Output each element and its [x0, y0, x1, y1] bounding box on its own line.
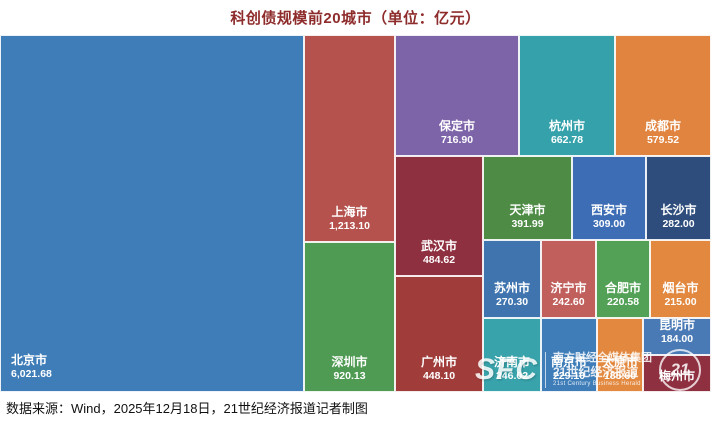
tile-city-value: 716.90: [440, 134, 474, 147]
treemap-tile: 成都市 579.52: [615, 35, 711, 156]
treemap-tile: 北京市 6,021.68: [0, 35, 304, 392]
tile-city-value: 229.10: [552, 370, 586, 383]
source-note: 数据来源：Wind，2025年12月18日，21世纪经济报道记者制图: [6, 401, 368, 416]
treemap-tile: 武汉市 484.62: [395, 156, 483, 276]
treemap-tile: 杭州市 662.78: [519, 35, 615, 156]
tile-city-value: 184.00: [660, 333, 694, 346]
tile-city-value: 270.30: [495, 296, 529, 309]
tile-city-value: 242.60: [552, 296, 585, 309]
tile-city-value: 282.00: [662, 218, 695, 231]
tile-city-name: 南京市: [550, 355, 587, 370]
tile-city-name: 济南市: [493, 355, 530, 370]
tile-city-value: 185.60: [603, 370, 637, 383]
tile-city-value: 662.78: [550, 134, 584, 147]
tile-city-value: 579.52: [646, 134, 680, 147]
tile-city-value: 484.62: [422, 254, 456, 267]
tile-city-name: 保定市: [438, 119, 475, 134]
treemap-tile: 上海市 1,213.10: [304, 35, 395, 242]
tile-city-name: 深圳市: [331, 355, 368, 370]
treemap-tile: 济南市 246.02: [483, 318, 541, 392]
tile-city-name: 梅州市: [658, 368, 695, 383]
tile-city-name: 西安市: [590, 203, 627, 218]
tile-city-name: 天津市: [509, 203, 546, 218]
treemap-tile: 保定市 716.90: [395, 35, 519, 156]
tile-city-value: 309.00: [592, 218, 626, 231]
tile-city-value: 215.00: [664, 296, 697, 309]
treemap-tile: 西安市 309.00: [572, 156, 646, 240]
chart-title: 科创债规模前20城市（单位：亿元）: [230, 10, 481, 27]
tile-city-value: 246.02: [495, 370, 529, 383]
treemap-tile: 天津市 391.99: [483, 156, 572, 240]
tile-city-name: 合肥市: [604, 281, 641, 296]
treemap: 北京市 6,021.68 上海市 1,213.10 深圳市 920.13 保定市 716.90…: [0, 35, 711, 392]
tile-city-name: 成都市: [644, 119, 681, 134]
treemap-tile: 昆明市 184.00: [643, 318, 711, 355]
tile-city-name: 武汉市: [420, 239, 457, 254]
treemap-tile: 济宁市 242.60: [541, 240, 596, 318]
tile-city-name: 杭州市: [548, 119, 585, 134]
treemap-tile: 烟台市 215.00: [650, 240, 711, 318]
tile-city-value: 6,021.68: [11, 368, 52, 381]
treemap-tile: 长沙市 282.00: [646, 156, 711, 240]
tile-city-name: 烟台市: [662, 281, 699, 296]
treemap-tile: 广州市 448.10: [395, 276, 483, 392]
treemap-tile: 梅州市: [643, 355, 711, 392]
tile-city-name: 苏州市: [493, 281, 530, 296]
treemap-tile: 深圳市 920.13: [304, 242, 395, 392]
tile-city-value: 391.99: [511, 218, 544, 231]
tile-city-value: 220.58: [606, 296, 640, 309]
treemap-tile: 南京市 229.10: [541, 318, 597, 392]
tile-city-name: 上海市: [331, 205, 368, 220]
tile-city-name: 济宁市: [550, 281, 587, 296]
tile-city-name: 北京市: [11, 353, 48, 368]
treemap-tile: 太原市 185.60: [597, 318, 643, 392]
tile-city-value: 920.13: [333, 370, 366, 383]
footer: 数据来源：Wind，2025年12月18日，21世纪经济报道记者制图: [0, 392, 711, 423]
tile-city-name: 长沙市: [660, 203, 697, 218]
treemap-tile: 苏州市 270.30: [483, 240, 541, 318]
tile-city-name: 昆明市: [658, 318, 695, 333]
tile-city-name: 广州市: [420, 355, 457, 370]
tile-city-value: 1,213.10: [329, 220, 370, 233]
treemap-tile: 合肥市 220.58: [596, 240, 650, 318]
tile-city-name: 太原市: [601, 355, 638, 370]
tile-city-value: 448.10: [422, 370, 456, 383]
